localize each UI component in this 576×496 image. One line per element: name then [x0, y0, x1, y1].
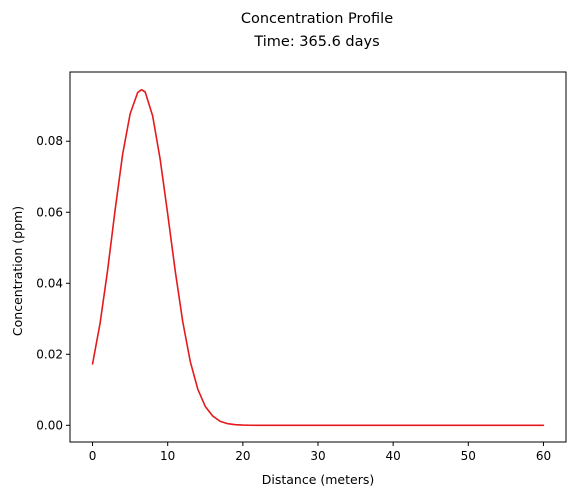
x-axis-label: Distance (meters) [262, 472, 375, 487]
x-tick-label: 20 [235, 449, 250, 463]
chart-subtitle: Time: 365.6 days [253, 34, 379, 50]
x-tick-label: 60 [536, 449, 551, 463]
y-axis-label: Concentration (ppm) [10, 206, 25, 336]
y-tick-label: 0.08 [36, 134, 63, 148]
x-tick-label: 0 [89, 449, 97, 463]
x-tick-label: 50 [461, 449, 476, 463]
y-tick-label: 0.06 [36, 205, 63, 219]
y-tick-label: 0.04 [36, 276, 63, 290]
chart-title: Concentration Profile [241, 11, 393, 27]
y-tick-label: 0.00 [36, 418, 63, 432]
y-tick-label: 0.02 [36, 347, 63, 361]
series-line-0 [91, 88, 545, 427]
plot-area: 0 10 20 30 40 50 60 0.00 0.02 0.04 0.06 0.08 [36, 71, 567, 463]
x-tick-label: 30 [310, 449, 325, 463]
x-tick-label: 40 [386, 449, 401, 463]
x-tick-label: 10 [160, 449, 175, 463]
